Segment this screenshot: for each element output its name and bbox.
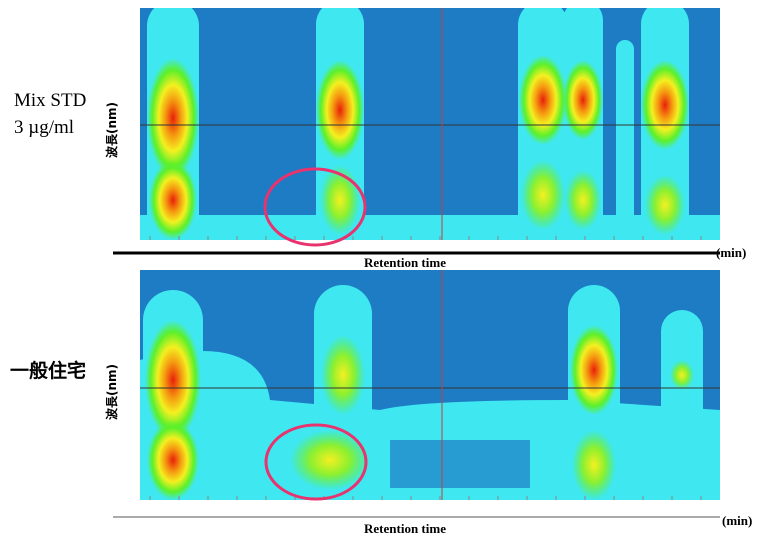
hotspot: [145, 320, 201, 440]
dark-band: [390, 440, 530, 488]
heatmap-1: [140, 8, 720, 240]
hotspot: [570, 325, 618, 415]
hotspot: [316, 60, 364, 160]
hotspot: [641, 60, 689, 150]
x-axis-label: Retention time: [364, 521, 446, 536]
hotspot: [519, 55, 567, 145]
hotspot: [572, 430, 616, 500]
hotspot: [521, 160, 565, 230]
sample-label: 3 µg/ml: [14, 117, 74, 138]
x-unit: (min): [722, 513, 752, 528]
hotspot: [565, 170, 601, 230]
x-axis-label: Retention time: [364, 255, 446, 270]
hotspot: [147, 58, 199, 178]
heatmap-2: [140, 270, 720, 500]
hotspot: [149, 160, 197, 240]
cyan-column: [661, 310, 703, 500]
hotspot: [670, 360, 694, 390]
cyan-column: [616, 40, 634, 240]
highlight-circle: [263, 167, 367, 247]
hotspot: [321, 335, 365, 415]
sample-label: 一般住宅: [10, 359, 86, 382]
sample-label: Mix STD: [14, 90, 86, 111]
hotspot: [563, 60, 603, 140]
hotspot: [290, 430, 370, 490]
highlight-circle: [264, 423, 368, 501]
hotspot: [320, 165, 360, 235]
hotspot: [147, 420, 199, 500]
y-axis-label: 波長(nm): [104, 364, 119, 420]
hotspot: [645, 175, 685, 235]
x-unit: (min): [716, 245, 746, 260]
y-axis-label: 波長(nm): [104, 102, 119, 158]
